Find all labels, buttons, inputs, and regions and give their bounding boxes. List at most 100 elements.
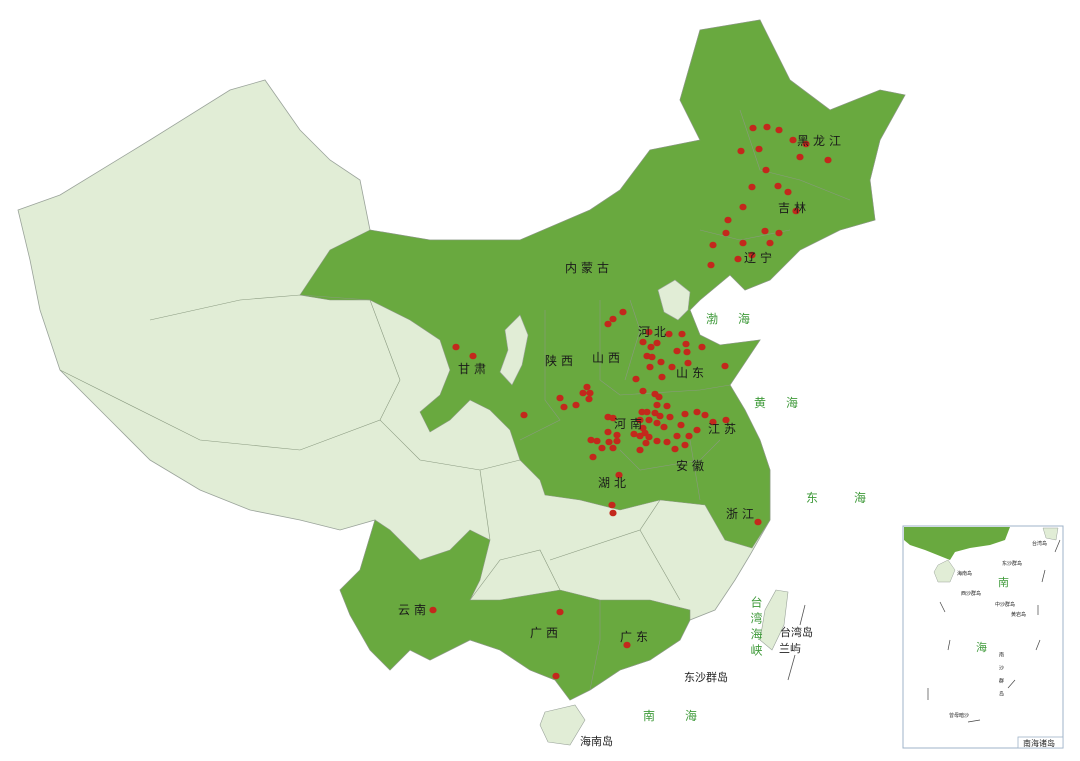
occurrence-dot <box>589 453 597 461</box>
label-shanxi: 山西 <box>592 351 624 365</box>
occurrence-dot <box>748 251 756 259</box>
occurrence-dot <box>722 416 730 424</box>
occurrence-dot <box>585 395 593 403</box>
label-anhui: 安徽 <box>676 458 708 473</box>
label-neimenggu: 内蒙古 <box>565 260 613 275</box>
occurrence-dot <box>609 444 617 452</box>
occurrence-dot <box>646 363 654 371</box>
occurrence-dot <box>520 411 528 419</box>
label-dongsha: 东沙群岛 <box>684 670 728 684</box>
occurrence-dot <box>656 412 664 420</box>
occurrence-dot <box>749 124 757 132</box>
occurrence-dot <box>665 330 673 338</box>
nine-dash-line <box>787 604 806 681</box>
occurrence-dot <box>645 433 653 441</box>
occurrence-dot <box>647 343 655 351</box>
occurrence-dot <box>552 672 560 680</box>
occurrence-dot <box>739 239 747 247</box>
occurrence-dot <box>658 373 666 381</box>
occurrence-dot <box>613 431 621 439</box>
occurrence-dot <box>721 362 729 370</box>
occurrence-dot <box>693 426 701 434</box>
occurrence-dot <box>556 394 564 402</box>
label-lanyu: 兰屿 <box>779 642 801 655</box>
inset-label-xisha: 西沙群岛 <box>961 590 981 597</box>
label-shaanxi: 陕西 <box>545 353 577 368</box>
occurrence-dot <box>663 402 671 410</box>
occurrence-dot <box>681 441 689 449</box>
occurrence-dot <box>673 432 681 440</box>
occurrence-dot <box>734 255 742 263</box>
occurrence-dot <box>572 401 580 409</box>
label-hubei: 湖北 <box>598 475 630 490</box>
occurrence-dot <box>630 430 638 438</box>
label-liaoning: 辽宁 <box>744 250 776 265</box>
label-guangxi: 广西 <box>530 626 562 640</box>
occurrence-dot <box>701 411 709 419</box>
province-borders <box>59 109 851 691</box>
occurrence-dot <box>586 389 594 397</box>
inset-label-zhongsha: 中沙群岛 <box>995 601 1015 608</box>
occurrence-dot <box>709 418 717 426</box>
occurrence-dot <box>707 261 715 269</box>
inset-label-nan: 南 <box>998 576 1009 589</box>
occurrence-dot <box>598 444 606 452</box>
inset-label-zengmu: 曾母暗沙 <box>949 712 969 719</box>
occurrence-dot <box>663 438 671 446</box>
label-donghai: 东海 <box>806 490 902 505</box>
occurrence-dot <box>469 352 477 360</box>
inset-label-hai: 海 <box>976 640 987 654</box>
occurrence-dot <box>693 408 701 416</box>
occurrence-dots <box>429 123 832 680</box>
occurrence-dot <box>653 419 661 427</box>
occurrence-dot <box>452 343 460 351</box>
occurrence-dot <box>604 320 612 328</box>
occurrence-dot <box>619 308 627 316</box>
occurrence-dot <box>653 339 661 347</box>
taiwan-island <box>759 589 789 651</box>
occurrence-dot <box>653 401 661 409</box>
occurrence-dot <box>802 140 810 148</box>
occurrence-dot <box>722 229 730 237</box>
label-gansu: 甘肃 <box>458 362 490 376</box>
occurrence-dot <box>587 436 595 444</box>
occurrence-dot <box>684 359 692 367</box>
label-bohai: 渤海 <box>706 311 770 326</box>
occurrence-dot <box>784 188 792 196</box>
occurrence-dot <box>657 358 665 366</box>
label-heilongjiang: 黑龙江 <box>797 134 845 148</box>
occurrence-dot <box>685 432 693 440</box>
occurrence-dot <box>429 606 437 614</box>
occurrence-dot <box>653 437 661 445</box>
occurrence-dot <box>639 424 647 432</box>
label-nanhai: 南海 <box>643 708 727 723</box>
occurrence-dot <box>737 147 745 155</box>
occurrence-dot <box>698 343 706 351</box>
occurrence-dot <box>648 353 656 361</box>
occurrence-dot <box>678 330 686 338</box>
occurrence-dot <box>609 315 617 323</box>
inset-label-hainan: 海南岛 <box>957 570 972 577</box>
label-shandong: 山东 <box>676 366 708 380</box>
occurrence-dot <box>792 207 800 215</box>
occurrence-dot <box>560 403 568 411</box>
label-hebei: 河北 <box>638 325 670 339</box>
hainan-island <box>539 704 586 746</box>
occurrence-dot <box>763 123 771 131</box>
inset-label-huangyan: 黄岩岛 <box>1011 611 1026 618</box>
occurrence-dot <box>608 501 616 509</box>
occurrence-dot <box>739 203 747 211</box>
south-china-sea-inset: 台湾岛 东沙群岛 海南岛 南 西沙群岛 中沙群岛 黄岩岛 海 南沙群岛 曾母暗沙… <box>902 525 1064 749</box>
inset-title: 南海诸岛 <box>1023 738 1055 748</box>
occurrence-dot <box>623 641 631 649</box>
occurrence-dot <box>660 423 668 431</box>
label-jiangsu: 江苏 <box>708 422 740 436</box>
occurrence-dot <box>668 363 676 371</box>
occurrence-dot <box>604 428 612 436</box>
province-labels: 黑龙江 吉林 辽宁 内蒙古 河北 山西 陕西 甘肃 山东 河南 江苏 安徽 湖北… <box>398 134 845 644</box>
inset-label-nansha: 南沙群岛 <box>998 651 1004 704</box>
occurrence-dot <box>615 471 623 479</box>
occurrence-dot <box>639 338 647 346</box>
occurrence-dot <box>593 437 601 445</box>
